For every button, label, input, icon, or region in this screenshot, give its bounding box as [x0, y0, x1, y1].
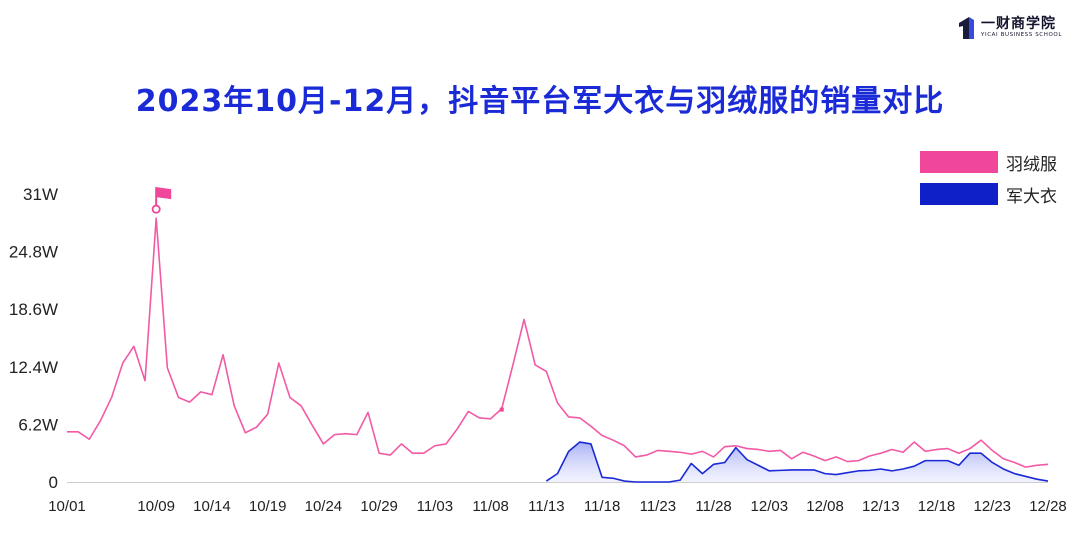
x-tick-label: 11/03	[417, 498, 453, 515]
x-tick-label: 12/28	[1029, 498, 1067, 515]
x-tick-label: 11/23	[640, 498, 676, 515]
legend-item-down-jacket[interactable]: 羽绒服	[920, 149, 1057, 175]
brand-name: 一财商学院	[981, 16, 1057, 33]
legend-swatch-army-coat	[920, 183, 998, 205]
chart-title: 2023年10月-12月，抖音平台军大衣与羽绒服的销量对比	[135, 84, 945, 119]
legend-label-down-jacket: 羽绒服	[1006, 154, 1057, 175]
peak-flag-icon	[151, 187, 172, 214]
x-tick-label: 11/08	[472, 498, 508, 515]
x-tick-label: 11/13	[528, 498, 564, 515]
chart-legend: 羽绒服 军大衣	[920, 149, 1057, 213]
y-tick-label: 24.8W	[9, 243, 58, 262]
brand-logo: 一财商学院 YICAI BUSINESS SCHOOL	[957, 16, 1062, 40]
x-tick-label: 10/14	[193, 498, 231, 515]
x-axis: 10/01 10/09 10/14 10/19 10/24 10/29 11/03 11/08…	[48, 482, 1067, 515]
annotation-layer	[151, 187, 504, 412]
x-tick-label: 11/28	[695, 498, 731, 515]
x-tick-label: 10/01	[48, 498, 86, 515]
series-line-down-jacket	[67, 217, 1049, 468]
x-tick-label: 11/18	[584, 498, 620, 515]
x-tick-label: 12/08	[806, 498, 844, 515]
y-tick-label: 18.6W	[9, 300, 58, 319]
series-layer	[66, 217, 1049, 483]
legend-swatch-down-jacket	[920, 151, 998, 173]
y-tick-label: 0	[49, 473, 58, 492]
legend-label-army-coat: 军大衣	[1006, 186, 1057, 207]
y-tick-label: 31W	[23, 185, 58, 204]
series-area-army-coat	[546, 442, 1048, 482]
y-tick-label: 6.2W	[18, 415, 58, 434]
logo-mark-icon	[959, 17, 975, 39]
x-tick-label: 12/13	[862, 498, 900, 515]
brand-subtitle: YICAI BUSINESS SCHOOL	[981, 32, 1062, 39]
series-marker	[499, 407, 504, 412]
x-tick-label: 12/23	[973, 498, 1011, 515]
x-tick-label: 10/29	[360, 498, 398, 515]
y-axis: 0 6.2W 12.4W 18.6W 24.8W 31W	[9, 185, 58, 492]
y-tick-label: 12.4W	[9, 358, 58, 377]
x-tick-label: 10/09	[137, 498, 175, 515]
x-tick-label: 12/18	[918, 498, 956, 515]
x-tick-label: 10/24	[305, 498, 343, 515]
series-line-army-coat	[545, 441, 1049, 483]
x-tick-label: 12/03	[751, 498, 789, 515]
legend-item-army-coat[interactable]: 军大衣	[920, 181, 1057, 207]
x-tick-label: 10/19	[249, 498, 287, 515]
